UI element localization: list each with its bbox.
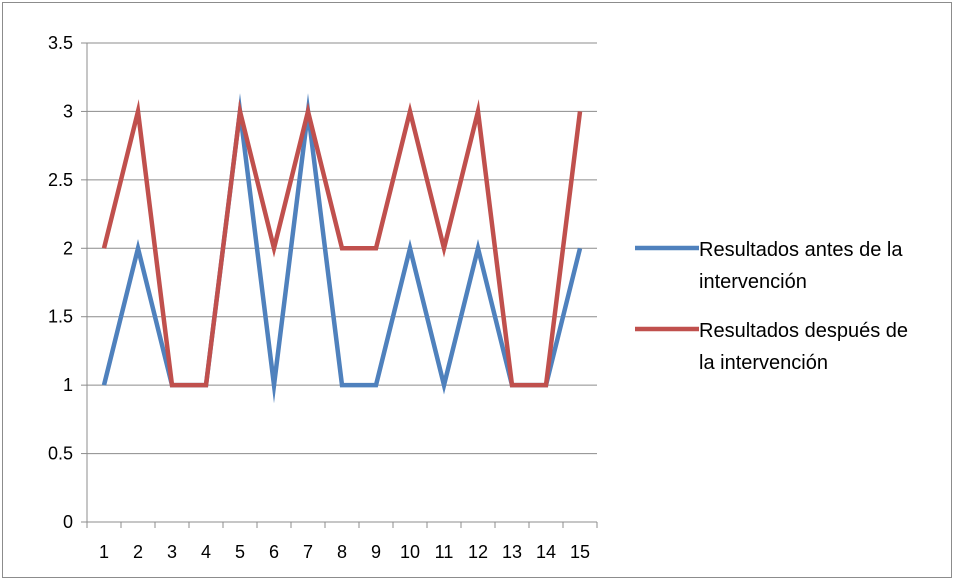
x-tick-label: 6 — [269, 542, 279, 562]
x-tick-label: 14 — [536, 542, 556, 562]
legend: Resultados antes de la intervención Result… — [635, 239, 908, 374]
x-tick-label: 13 — [502, 542, 522, 562]
legend-label-0: intervención — [699, 271, 807, 293]
x-tick-label: 11 — [435, 542, 454, 562]
x-tick-label: 15 — [570, 542, 590, 562]
x-tick-label: 10 — [400, 542, 420, 562]
y-tick-label: 2 — [63, 238, 73, 258]
y-tick-label: 1.5 — [48, 307, 73, 327]
legend-label-1: Resultados después de — [699, 320, 908, 342]
y-tick-label: 2.5 — [48, 170, 73, 190]
x-tick-label: 8 — [337, 542, 347, 562]
line-chart: 00.511.522.533.51 2 3 4 5 6 7 8 9 10 11 12 13 14 15 Re… — [48, 33, 908, 562]
x-tick-label: 5 — [235, 542, 245, 562]
y-tick-label: 0 — [63, 512, 73, 532]
series-lines — [101, 93, 583, 404]
x-tick-label: 9 — [371, 542, 381, 562]
x-tick-label: 2 — [133, 542, 143, 562]
x-tick-label: 3 — [167, 542, 177, 562]
legend-label-0: Resultados antes de la — [699, 239, 903, 261]
x-tick-label: 1 — [99, 542, 109, 562]
y-tick-label: 0.5 — [48, 444, 73, 464]
x-tick-label: 4 — [201, 542, 211, 562]
axes — [81, 42, 598, 528]
tick-labels: 00.511.522.533.51 2 3 4 5 6 7 8 9 10 11 12 13 14 15 — [48, 33, 590, 562]
y-tick-label: 1 — [63, 375, 73, 395]
y-tick-label: 3 — [63, 101, 73, 121]
legend-label-1: la intervención — [699, 352, 828, 374]
x-tick-label: 7 — [303, 542, 313, 562]
x-tick-label: 12 — [468, 542, 488, 562]
y-tick-label: 3.5 — [48, 33, 73, 53]
